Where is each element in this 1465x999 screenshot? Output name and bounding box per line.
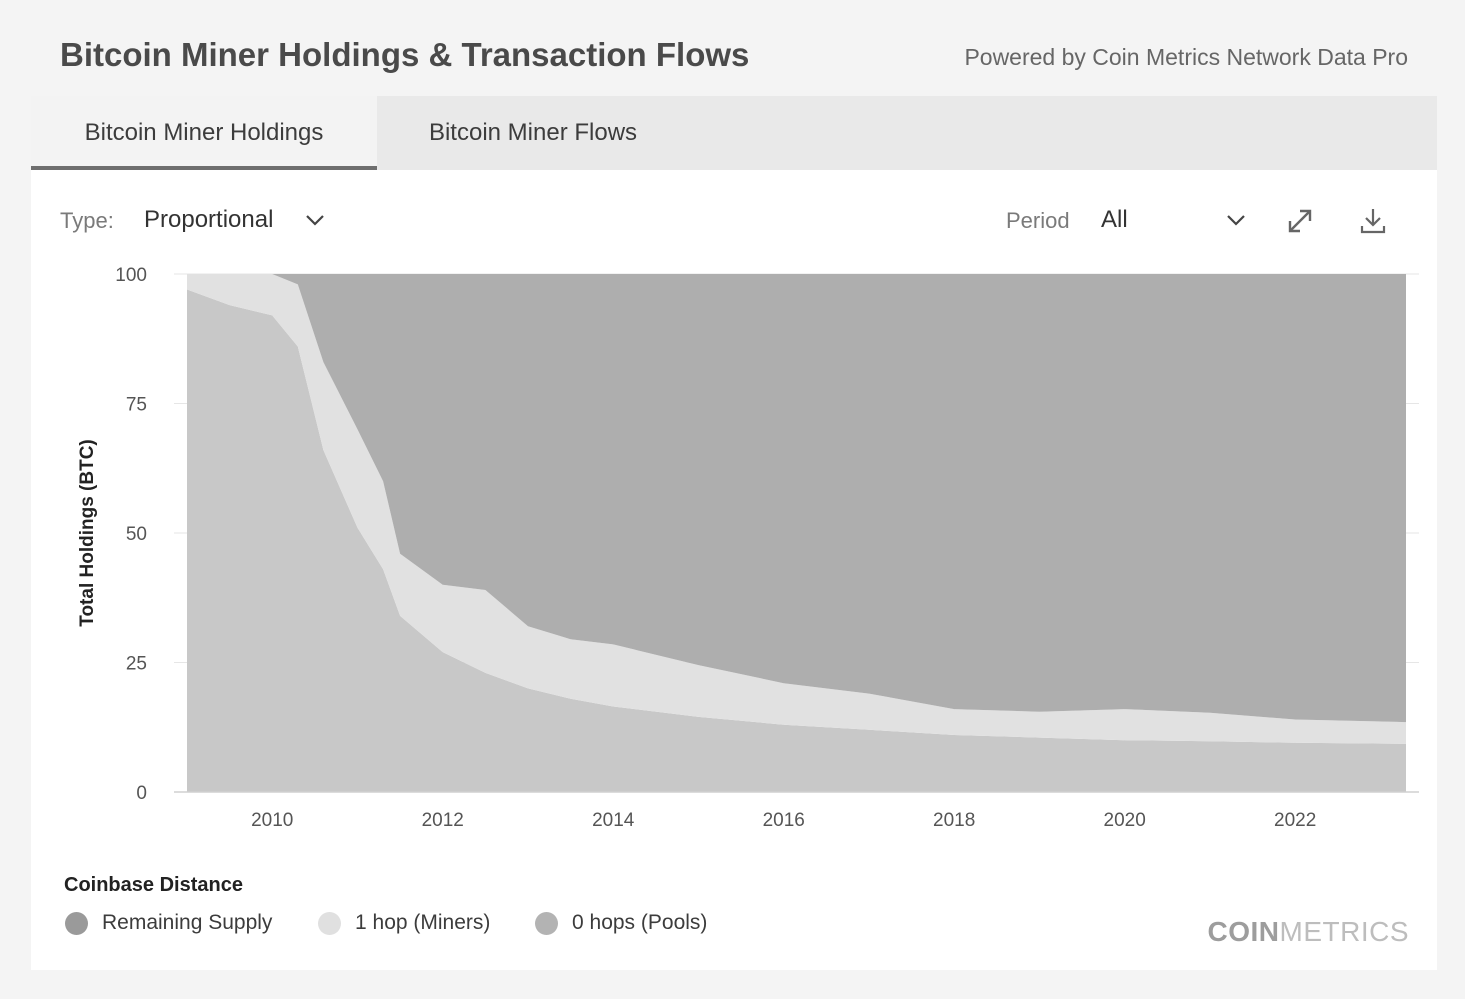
tab-miner-flows[interactable]: Bitcoin Miner Flows (428, 119, 638, 146)
type-dropdown-value: Proportional (144, 206, 274, 233)
page-title: Bitcoin Miner Holdings & Transaction Flo… (60, 36, 750, 73)
legend-label: 0 hops (Pools) (572, 911, 708, 934)
legend-dot-0-hops-pools (535, 911, 558, 935)
logo-thin: METRICS (1279, 916, 1409, 947)
holdings-area-chart: 0 25 50 75 100 2010 2012 2014 2016 2018 2020 2022 To… (77, 265, 1419, 831)
download-icon[interactable] (1358, 206, 1388, 236)
chart-card: Bitcoin Miner Holdings Bitcoin Miner Flo… (31, 96, 1437, 970)
y-tick-label: 75 (126, 395, 147, 416)
logo-bold: COIN (1207, 916, 1280, 947)
powered-by-text: Powered by Coin Metrics Network Data Pro (964, 44, 1408, 70)
x-tick-label: 2020 (1104, 810, 1146, 831)
period-label: Period (1006, 208, 1070, 233)
y-tick-label: 0 (136, 783, 147, 804)
legend-item-remaining-supply[interactable]: Remaining Supply (65, 908, 272, 938)
tab-miner-holdings[interactable]: Bitcoin Miner Holdings (31, 96, 377, 170)
coinmetrics-logo: COINMETRICS (1208, 916, 1410, 948)
area-0-hops-pools (187, 289, 1406, 792)
y-tick-label: 100 (115, 265, 147, 286)
area-remaining-supply (187, 274, 1406, 723)
x-tick-label: 2012 (422, 810, 464, 831)
legend-title: Coinbase Distance (64, 874, 243, 896)
area-1-hop-miners (187, 274, 1406, 744)
legend-item-0-hops-pools[interactable]: 0 hops (Pools) (535, 908, 707, 938)
x-tick-label: 2018 (933, 810, 975, 831)
x-tick-label: 2010 (251, 810, 293, 831)
legend-dot-1-hop-miners (318, 911, 341, 935)
legend-label: 1 hop (Miners) (355, 911, 491, 934)
type-label: Type: (60, 208, 114, 233)
legend-label: Remaining Supply (102, 911, 273, 934)
period-dropdown[interactable]: All (1099, 202, 1253, 238)
legend-dot-remaining-supply (65, 911, 88, 935)
chevron-down-icon (306, 215, 324, 226)
period-dropdown-value: All (1101, 206, 1128, 233)
chevron-down-icon (1227, 215, 1245, 226)
x-tick-label: 2022 (1274, 810, 1316, 831)
y-axis-label: Total Holdings (BTC) (77, 439, 98, 627)
legend-item-1-hop-miners[interactable]: 1 hop (Miners) (318, 908, 490, 938)
tab-bar: Bitcoin Miner Holdings Bitcoin Miner Flo… (31, 96, 1437, 170)
expand-icon[interactable] (1285, 206, 1315, 236)
x-tick-label: 2014 (592, 810, 635, 831)
y-tick-label: 50 (126, 524, 147, 545)
x-tick-label: 2016 (763, 810, 805, 831)
type-dropdown[interactable]: Proportional (144, 202, 334, 238)
y-tick-label: 25 (126, 654, 147, 675)
